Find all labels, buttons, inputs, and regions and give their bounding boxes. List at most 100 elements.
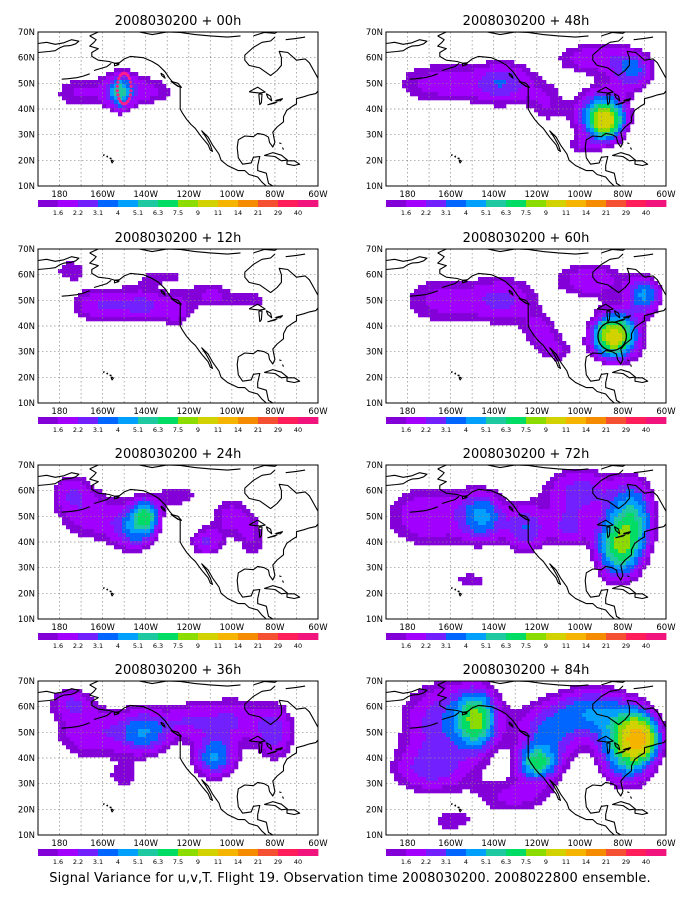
panel-title: 2008030200 + 24h — [115, 447, 242, 462]
colorbar: 1.6 2.2 3.1 4 5.1 6.3 7.5 9 11 14 21 29 40 — [38, 200, 319, 217]
colorbar-swatch — [118, 200, 139, 207]
colorbar-swatch — [98, 200, 119, 207]
lat-label: 40N — [18, 538, 35, 548]
panel-title: 2008030200 + 72h — [463, 447, 590, 462]
colorbar-swatch — [406, 633, 427, 640]
colorbar-swatch — [486, 417, 507, 424]
lat-label: 40N — [366, 754, 383, 764]
colorbar-swatch — [506, 849, 527, 856]
lon-label: 140W — [133, 190, 158, 200]
lon-label: 160W — [438, 623, 463, 633]
colorbar-swatch — [58, 849, 79, 856]
colorbar-label: 14 — [234, 209, 242, 217]
colorbar-swatch — [138, 849, 159, 856]
lon-label: 80W — [613, 407, 633, 417]
lon-label: 140W — [133, 623, 158, 633]
colorbar-label: 7.5 — [173, 209, 183, 217]
variance-field — [58, 68, 171, 117]
colorbar-swatch — [78, 417, 99, 424]
colorbar-label: 11 — [214, 209, 222, 217]
colorbar-label: 11 — [562, 642, 570, 650]
colorbar-label: 7.5 — [521, 426, 531, 434]
colorbar-swatch — [178, 633, 199, 640]
lat-label: 50N — [366, 296, 383, 306]
colorbar-swatch — [198, 417, 219, 424]
lon-label: 80W — [613, 839, 633, 849]
lon-label: 100W — [568, 190, 593, 200]
colorbar-label: 5.1 — [481, 642, 491, 650]
colorbar-label: 21 — [254, 858, 262, 866]
colorbar-swatch — [626, 417, 647, 424]
colorbar-label: 4 — [464, 209, 468, 217]
colorbar-swatch — [446, 417, 467, 424]
colorbar-swatch — [178, 417, 199, 424]
colorbar-swatch — [298, 849, 319, 856]
colorbar-swatch — [406, 849, 427, 856]
colorbar-label: 11 — [214, 426, 222, 434]
colorbar-label: 4 — [116, 209, 120, 217]
colorbar-swatch — [606, 849, 627, 856]
lat-label: 40N — [366, 322, 383, 332]
target-ring — [597, 321, 628, 352]
colorbar-label: 3.1 — [93, 642, 103, 650]
colorbar-swatch — [218, 417, 239, 424]
colorbar-label: 29 — [622, 858, 630, 866]
lat-label: 10N — [18, 399, 35, 409]
lon-label: 140W — [133, 407, 158, 417]
colorbar-label: 9 — [544, 858, 548, 866]
colorbar-label: 1.6 — [401, 426, 411, 434]
colorbar-label: 2.2 — [421, 858, 431, 866]
lon-label: 60W — [308, 407, 328, 417]
lat-label: 30N — [366, 780, 383, 790]
colorbar-swatch — [486, 849, 507, 856]
colorbar-label: 4 — [464, 426, 468, 434]
graticule — [38, 32, 318, 186]
colorbar-swatch — [138, 200, 159, 207]
colorbar-swatch — [606, 417, 627, 424]
lon-label: 180 — [51, 190, 67, 200]
lon-label: 140W — [481, 190, 506, 200]
coastlines — [38, 249, 318, 403]
variance-field — [402, 44, 655, 153]
lat-label: 50N — [366, 512, 383, 522]
colorbar-swatch — [118, 849, 139, 856]
lat-label: 50N — [18, 512, 35, 522]
lon-label: 160W — [90, 407, 115, 417]
coastlines — [386, 32, 666, 186]
colorbar-label: 5.1 — [133, 858, 143, 866]
lat-label: 20N — [366, 156, 383, 166]
colorbar-swatch — [546, 200, 567, 207]
colorbar-swatch — [506, 200, 527, 207]
panel-title: 2008030200 + 60h — [463, 231, 590, 246]
colorbar-label: 3.1 — [441, 426, 451, 434]
colorbar-label: 21 — [602, 426, 610, 434]
colorbar-swatch — [526, 849, 547, 856]
map-frame — [37, 248, 319, 404]
colorbar-label: 3.1 — [93, 858, 103, 866]
lon-label: 160W — [438, 190, 463, 200]
lon-label: 120W — [524, 190, 549, 200]
colorbar-swatch — [238, 200, 259, 207]
colorbar-swatch — [218, 200, 239, 207]
lat-label: 20N — [366, 805, 383, 815]
colorbar-label: 6.3 — [153, 642, 163, 650]
lat-label: 60N — [366, 487, 383, 497]
colorbar-label: 6.3 — [153, 858, 163, 866]
colorbar-label: 21 — [602, 858, 610, 866]
lon-label: 160W — [438, 407, 463, 417]
colorbar-swatch — [606, 200, 627, 207]
lon-label: 100W — [220, 190, 245, 200]
lon-label: 180 — [399, 623, 415, 633]
lon-label: 60W — [656, 407, 676, 417]
colorbar-swatch — [98, 417, 119, 424]
lat-label: 10N — [366, 615, 383, 625]
lat-label: 60N — [18, 487, 35, 497]
colorbar-label: 3.1 — [441, 209, 451, 217]
colorbar-label: 29 — [622, 209, 630, 217]
lon-label: 60W — [656, 190, 676, 200]
coastlines — [386, 249, 666, 403]
colorbar-label: 21 — [602, 209, 610, 217]
lon-label: 100W — [220, 623, 245, 633]
colorbar-label: 5.1 — [133, 426, 143, 434]
colorbar-swatch — [446, 200, 467, 207]
